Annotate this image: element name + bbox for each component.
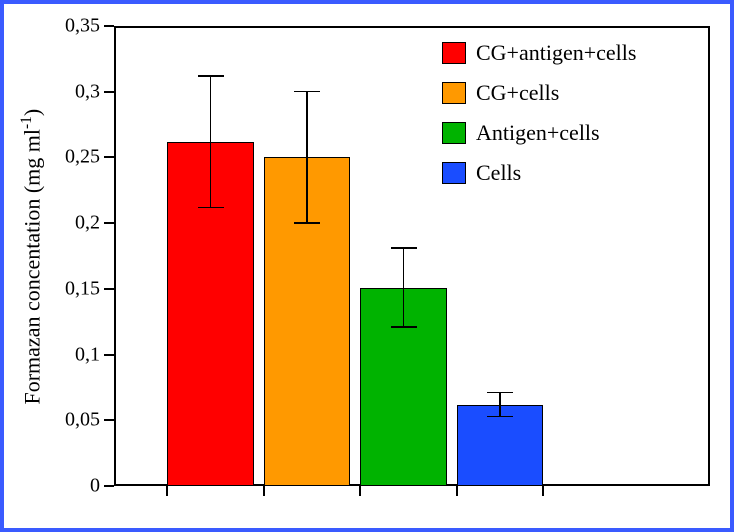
legend-label: CG+cells xyxy=(476,80,559,106)
y-axis-title: Formazan concentation (mg ml-1) xyxy=(18,108,45,404)
x-tick xyxy=(456,486,458,496)
y-tick xyxy=(104,354,114,356)
y-tick-label: 0,35 xyxy=(65,15,100,38)
legend-label: Cells xyxy=(476,160,521,186)
y-tick-label: 0,05 xyxy=(65,409,100,432)
errorbar-cap xyxy=(487,416,513,418)
legend-label: Antigen+cells xyxy=(476,120,600,146)
x-tick xyxy=(263,486,265,496)
errorbar-cap xyxy=(391,247,417,249)
errorbar xyxy=(499,393,501,417)
legend-swatch xyxy=(442,162,466,184)
legend-swatch xyxy=(442,122,466,144)
errorbar-cap xyxy=(391,326,417,328)
errorbar-cap xyxy=(198,75,224,77)
y-tick-label: 0,15 xyxy=(65,277,100,300)
errorbar-cap xyxy=(487,392,513,394)
y-tick xyxy=(104,156,114,158)
legend-item: Antigen+cells xyxy=(442,120,636,146)
legend-swatch xyxy=(442,82,466,104)
x-tick xyxy=(166,486,168,496)
errorbar xyxy=(306,92,308,223)
y-tick-label: 0,1 xyxy=(75,343,100,366)
y-tick-label: 0,3 xyxy=(75,80,100,103)
errorbar-cap xyxy=(294,222,320,224)
errorbar-cap xyxy=(198,207,224,209)
errorbar xyxy=(403,248,405,327)
x-tick xyxy=(542,486,544,496)
x-tick xyxy=(359,486,361,496)
legend-swatch xyxy=(442,42,466,64)
errorbar xyxy=(210,76,212,207)
y-tick xyxy=(104,91,114,93)
legend-label: CG+antigen+cells xyxy=(476,40,636,66)
chart-frame: 0 0,05 0,1 0,15 0,2 0,25 0,3 0,35 Formazan conc… xyxy=(0,0,734,532)
y-tick xyxy=(104,288,114,290)
y-tick-label: 0,25 xyxy=(65,146,100,169)
y-tick xyxy=(104,419,114,421)
y-tick-label: 0,2 xyxy=(75,212,100,235)
y-tick-label: 0 xyxy=(90,475,100,498)
y-tick xyxy=(104,25,114,27)
legend-item: Cells xyxy=(442,160,636,186)
y-tick xyxy=(104,222,114,224)
legend-item: CG+antigen+cells xyxy=(442,40,636,66)
errorbar-cap xyxy=(294,91,320,93)
legend: CG+antigen+cells CG+cells Antigen+cells Cel… xyxy=(442,40,636,200)
legend-item: CG+cells xyxy=(442,80,636,106)
y-tick xyxy=(104,485,114,487)
